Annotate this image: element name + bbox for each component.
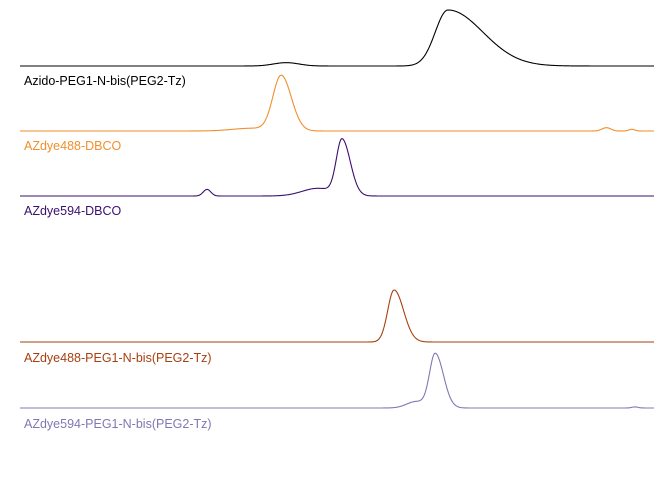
trace-5-line [20,352,654,409]
trace-3-label: AZdye594-DBCO [24,204,122,218]
trace-1-line [20,9,654,67]
trace-group [20,9,654,409]
trace-5-label: AZdye594-PEG1-N-bis(PEG2-Tz) [24,417,212,431]
trace-2-line [20,74,654,132]
trace-1-label: Azido-PEG1-N-bis(PEG2-Tz) [24,74,186,88]
trace-2-label: AZdye488-DBCO [24,139,122,153]
trace-4-label: AZdye488-PEG1-N-bis(PEG2-Tz) [24,351,212,365]
trace-4-line [20,289,654,343]
trace-3-line [20,138,654,197]
label-group: Azido-PEG1-N-bis(PEG2-Tz) AZdye488-DBCO AZ… [24,74,212,431]
